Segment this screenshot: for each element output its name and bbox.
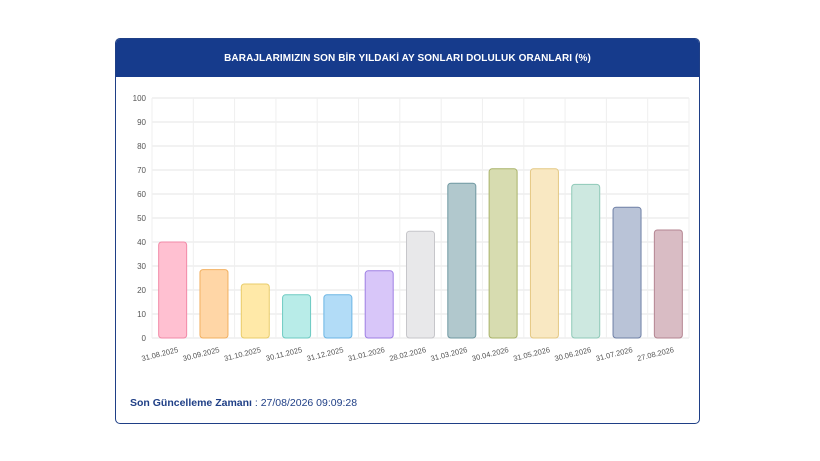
y-tick-label: 80 xyxy=(137,142,146,151)
bar-31.08.2025 xyxy=(158,241,188,339)
bar-31.01.2026 xyxy=(364,270,394,339)
x-tick-label: 31.05.2026 xyxy=(512,345,551,363)
x-tick-label: 31.08.2025 xyxy=(141,345,180,363)
y-tick-label: 100 xyxy=(133,94,147,103)
x-tick-label: 28.02.2026 xyxy=(388,345,427,363)
bar-chart: 0 10 20 30 40 50 60 70 80 90 100 31.08.2025 30.09.20… xyxy=(133,94,690,363)
x-tick-label: 31.07.2026 xyxy=(595,345,634,363)
y-tick-label: 40 xyxy=(137,238,146,247)
bar-31.07.2026 xyxy=(612,206,642,339)
bar-28.02.2026 xyxy=(406,230,435,339)
bar-31.03.2026 xyxy=(447,182,477,339)
x-tick-label: 27.08.2026 xyxy=(636,345,675,363)
y-tick-label: 20 xyxy=(137,286,146,295)
x-tick-label: 31.10.2025 xyxy=(223,345,262,363)
last-updated-value: : 27/08/2026 09:09:28 xyxy=(254,397,358,409)
last-updated: Son Güncelleme Zamanı : 27/08/2026 09:09… xyxy=(130,397,357,409)
y-tick-label: 90 xyxy=(137,118,146,127)
chart-title: BARAJLARIMIZIN SON BİR YILDAKİ AY SONLAR… xyxy=(116,39,699,77)
chart-area: 0 10 20 30 40 50 60 70 80 90 100 31.08.2025 30.09.20… xyxy=(116,77,699,387)
bar-30.11.2025 xyxy=(282,294,312,339)
y-tick-label: 10 xyxy=(137,310,146,319)
last-updated-label: Son Güncelleme Zamanı xyxy=(130,397,252,409)
bar-27.08.2026 xyxy=(653,229,683,339)
y-tick-label: 60 xyxy=(137,190,146,199)
x-tick-label: 30.09.2025 xyxy=(182,345,221,363)
bar-31.12.2025 xyxy=(323,294,353,339)
x-tick-label: 30.06.2026 xyxy=(554,345,593,363)
chart-card: BARAJLARIMIZIN SON BİR YILDAKİ AY SONLAR… xyxy=(115,38,700,424)
y-tick-label: 50 xyxy=(137,214,146,223)
x-tick-label: 31.12.2025 xyxy=(306,345,345,363)
bar-31.10.2025 xyxy=(240,283,270,339)
bar-30.04.2026 xyxy=(488,168,518,339)
bar-31.05.2026 xyxy=(529,168,559,339)
bar-30.06.2026 xyxy=(571,183,601,339)
y-tick-label: 30 xyxy=(137,262,146,271)
x-tick-label: 30.04.2026 xyxy=(471,345,510,363)
bar-30.09.2025 xyxy=(199,269,229,339)
x-tick-label: 30.11.2025 xyxy=(265,345,303,363)
x-tick-label: 31.03.2026 xyxy=(430,345,469,363)
y-tick-label: 70 xyxy=(137,166,146,175)
y-tick-label: 0 xyxy=(142,334,147,343)
x-tick-label: 31.01.2026 xyxy=(347,345,386,363)
